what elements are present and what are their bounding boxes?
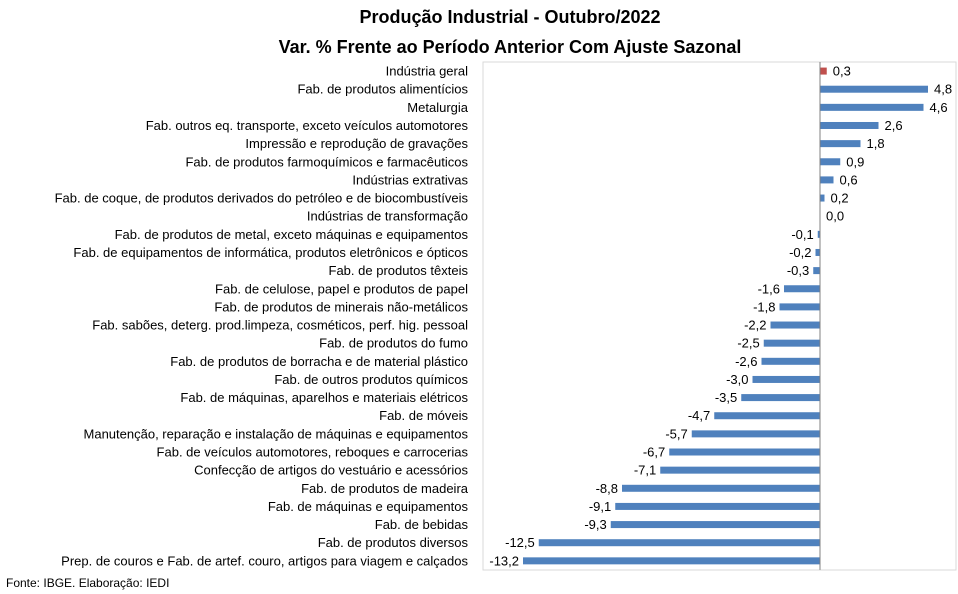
bar bbox=[660, 466, 820, 474]
data-label: 2,6 bbox=[885, 118, 903, 133]
bar bbox=[615, 502, 820, 510]
plot-area-border bbox=[482, 61, 957, 571]
bar bbox=[523, 557, 820, 565]
category-label: Indústrias extrativas bbox=[352, 172, 468, 187]
data-label: -2,5 bbox=[737, 336, 759, 351]
category-label: Fab. de produtos de minerais não-metálic… bbox=[214, 299, 468, 314]
bar bbox=[741, 394, 820, 402]
bar bbox=[752, 375, 820, 383]
data-label: 4,8 bbox=[934, 82, 952, 97]
category-label: Fab. de produtos alimentícios bbox=[297, 82, 468, 97]
data-label: -12,5 bbox=[505, 535, 535, 550]
category-label: Indústria geral bbox=[386, 64, 468, 79]
data-label: -3,5 bbox=[715, 390, 737, 405]
bar bbox=[691, 430, 820, 438]
value-labels-layer: 0,34,84,62,61,80,90,60,20,0-0,1-0,2-0,3-… bbox=[489, 64, 952, 569]
data-label: 1,8 bbox=[867, 136, 885, 151]
category-label: Fab. de móveis bbox=[379, 408, 468, 423]
data-label: -2,6 bbox=[735, 354, 757, 369]
bar bbox=[817, 230, 820, 238]
category-label: Impressão e reprodução de gravações bbox=[245, 136, 468, 151]
data-label: -4,7 bbox=[688, 408, 710, 423]
category-labels-layer: Indústria geral Fab. de produtos alimentí… bbox=[55, 64, 469, 569]
bar bbox=[763, 339, 820, 347]
category-label: Fab. de celulose, papel e produtos de pa… bbox=[215, 281, 468, 296]
bar bbox=[813, 267, 820, 275]
category-label: Indústrias de transformação bbox=[307, 209, 468, 224]
data-label: -5,7 bbox=[665, 426, 687, 441]
bar bbox=[779, 303, 820, 311]
category-label: Fab. de máquinas, aparelhos e materiais … bbox=[180, 390, 468, 405]
category-label: Manutenção, reparação e instalação de má… bbox=[84, 426, 469, 441]
data-label: 0,0 bbox=[826, 209, 844, 224]
data-label: 0,6 bbox=[840, 172, 858, 187]
category-label: Fab. de equipamentos de informática, pro… bbox=[73, 245, 468, 260]
category-label: Prep. de couros e Fab. de artef. couro, … bbox=[61, 553, 468, 568]
bar bbox=[761, 357, 820, 365]
bar bbox=[669, 448, 820, 456]
bar bbox=[820, 158, 841, 166]
bar bbox=[820, 176, 834, 184]
data-label: -3,0 bbox=[726, 372, 748, 387]
category-label: Fab. outros eq. transporte, exceto veícu… bbox=[146, 118, 469, 133]
category-label: Fab. de coque, de produtos derivados do … bbox=[55, 191, 469, 206]
bar bbox=[820, 103, 924, 111]
category-label: Fab. de produtos de madeira bbox=[301, 481, 469, 496]
bar bbox=[784, 285, 820, 293]
category-label: Fab. sabões, deterg. prod.limpeza, cosmé… bbox=[92, 318, 468, 333]
data-label: -9,3 bbox=[584, 517, 606, 532]
source-note: Fonte: IBGE. Elaboração: IEDI bbox=[6, 576, 170, 590]
data-label: -13,2 bbox=[489, 553, 519, 568]
data-label: -1,8 bbox=[753, 299, 775, 314]
bar bbox=[622, 484, 820, 492]
bar bbox=[610, 521, 820, 529]
category-label: Fab. de produtos de metal, exceto máquin… bbox=[115, 227, 469, 242]
bars-layer bbox=[523, 67, 928, 565]
data-label: 4,6 bbox=[930, 100, 948, 115]
bar bbox=[820, 121, 879, 129]
data-label: -7,1 bbox=[634, 463, 656, 478]
chart-subtitle: Var. % Frente ao Período Anterior Com Aj… bbox=[278, 37, 742, 57]
data-label: -0,3 bbox=[787, 263, 809, 278]
data-label: -9,1 bbox=[589, 499, 611, 514]
data-label: -0,2 bbox=[789, 245, 811, 260]
category-label: Fab. de produtos do fumo bbox=[319, 336, 468, 351]
category-label: Metalurgia bbox=[407, 100, 468, 115]
category-label: Fab. de produtos têxteis bbox=[329, 263, 469, 278]
category-label: Confecção de artigos do vestuário e aces… bbox=[194, 463, 468, 478]
data-label: 0,2 bbox=[831, 191, 849, 206]
data-label: 0,3 bbox=[833, 64, 851, 79]
bar bbox=[820, 67, 827, 75]
chart-title: Produção Industrial - Outubro/2022 bbox=[359, 7, 661, 27]
bar bbox=[770, 321, 820, 329]
bar bbox=[815, 248, 820, 256]
data-label: -8,8 bbox=[596, 481, 618, 496]
bar bbox=[538, 539, 820, 547]
category-label: Fab. de produtos diversos bbox=[318, 535, 469, 550]
data-label: -2,2 bbox=[744, 318, 766, 333]
data-label: -6,7 bbox=[643, 445, 665, 460]
category-label: Fab. de veículos automotores, reboques e… bbox=[157, 445, 469, 460]
category-label: Fab. de outros produtos químicos bbox=[274, 372, 468, 387]
data-label: -0,1 bbox=[791, 227, 813, 242]
bar bbox=[820, 140, 861, 148]
category-label: Fab. de máquinas e equipamentos bbox=[268, 499, 469, 514]
data-label: -1,6 bbox=[758, 281, 780, 296]
bar bbox=[820, 194, 825, 202]
bar bbox=[714, 412, 820, 420]
category-label: Fab. de bebidas bbox=[375, 517, 469, 532]
category-label: Fab. de produtos farmoquímicos e farmacê… bbox=[185, 154, 468, 169]
category-label: Fab. de produtos de borracha e de materi… bbox=[170, 354, 468, 369]
data-label: 0,9 bbox=[846, 154, 864, 169]
bar bbox=[820, 85, 928, 93]
